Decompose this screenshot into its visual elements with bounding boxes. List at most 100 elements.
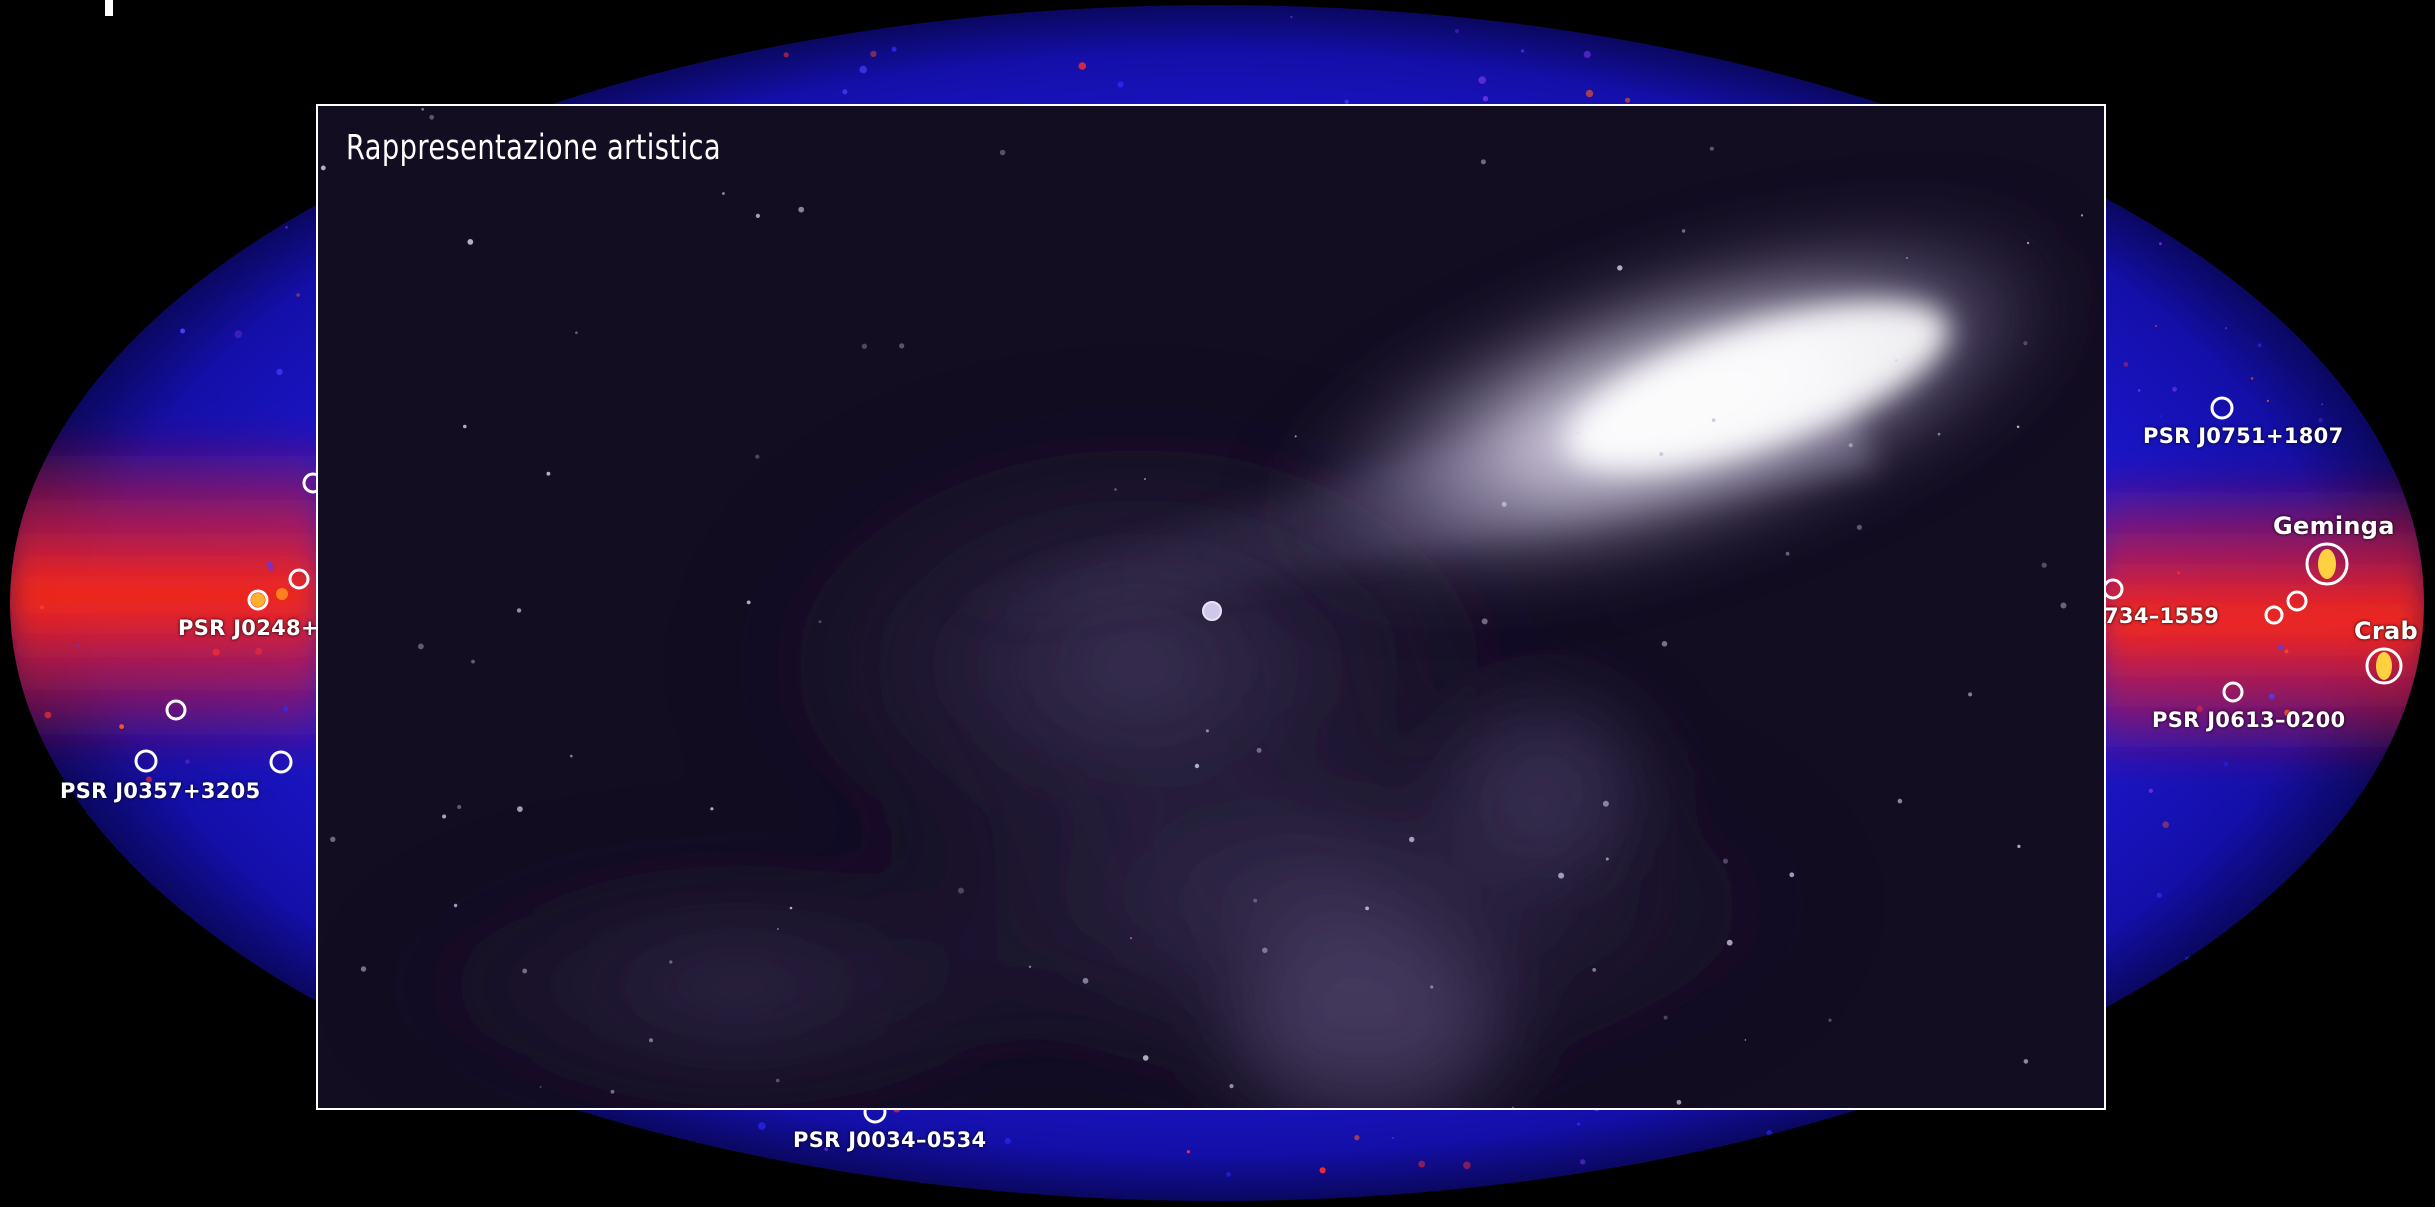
inset-star (1661, 641, 1668, 647)
inset-star (2080, 214, 2084, 217)
sky-speckle (353, 16, 359, 23)
inset-star (1681, 229, 1686, 233)
inset-star (1130, 937, 1132, 940)
inset-star (418, 643, 424, 650)
inset-star (1481, 618, 1488, 625)
inset-star (1229, 1084, 1234, 1089)
inset-star (755, 454, 760, 459)
sky-speckle (2156, 892, 2162, 898)
sky-speckle (212, 648, 220, 656)
source-marker-j0248 (247, 589, 269, 611)
inset-star (1082, 977, 1089, 984)
sky-speckle (2196, 705, 2203, 713)
inset-star (546, 471, 551, 476)
sky-speckle (276, 368, 283, 376)
inset-star (710, 807, 714, 811)
sky-speckle (2094, 36, 2103, 44)
sky-speckle (1482, 96, 1489, 102)
inset-star (575, 331, 578, 334)
sky-speckle (2181, 1004, 2186, 1009)
inset-star (899, 343, 905, 349)
sky-speckle (102, 1141, 108, 1147)
inset-star (471, 659, 475, 664)
galactic-plane-right (2090, 470, 2424, 770)
sky-speckle (2370, 897, 2378, 904)
sky-speckle (27, 1156, 31, 1160)
inset-star (1430, 985, 1434, 989)
sky-speckle (0, 556, 3, 560)
inset-star (1663, 1015, 1668, 1020)
inset-star (1709, 146, 1714, 151)
sky-speckle (1004, 1138, 1011, 1145)
sky-speckle (2306, 141, 2312, 147)
source-marker-left-b (288, 568, 310, 590)
inset-star (1676, 1099, 1682, 1105)
sky-speckle (2281, 1176, 2284, 1179)
sky-speckle (2230, 968, 2237, 974)
sky-speckle (2030, 96, 2035, 100)
inset-star (1602, 800, 1609, 807)
sky-speckle (1822, 75, 1826, 79)
inset-star (2023, 1059, 2029, 1064)
sky-speckle (1392, 1136, 1395, 1139)
inset-star (798, 206, 805, 213)
source-label-j0034: PSR J0034–0534 (793, 1128, 987, 1152)
inset-star (1142, 1055, 1149, 1061)
source-marker-j0751 (2210, 396, 2234, 420)
inset-star (1605, 857, 1609, 861)
sky-speckle (2148, 788, 2153, 793)
inset-star (1711, 418, 1716, 422)
sky-speckle (2299, 878, 2305, 884)
sky-speckle (1766, 1130, 1772, 1136)
sky-speckle (2340, 147, 2346, 153)
sky-speckle (2154, 156, 2162, 165)
inset-star (467, 239, 474, 245)
inset-star (789, 906, 793, 910)
sky-speckle (44, 711, 52, 719)
source-marker-geminga (2305, 542, 2349, 586)
inset-star (610, 1089, 615, 1094)
inset-star (818, 620, 822, 624)
sky-speckle (2239, 215, 2244, 220)
sky-speckle (138, 40, 146, 48)
inset-star (2017, 844, 2021, 849)
sky-speckle (2359, 997, 2368, 1006)
sky-speckle (234, 156, 238, 160)
sky-speckle (758, 1122, 766, 1130)
sky-speckle (2332, 1143, 2339, 1150)
inset-star (1617, 265, 1623, 271)
inset-star (442, 814, 447, 819)
corner-tick-mark (105, 0, 113, 16)
sky-speckle (2386, 766, 2392, 771)
inset-star (517, 806, 523, 812)
sky-speckle (635, 30, 641, 37)
sky-speckle (171, 131, 177, 138)
sky-speckle (2137, 389, 2141, 392)
inset-star (999, 149, 1006, 156)
source-marker-crab (2365, 647, 2403, 685)
sky-speckle (1577, 1122, 1581, 1126)
sky-speckle (60, 1167, 68, 1174)
sky-speckle (2278, 941, 2281, 944)
inset-caption: Rappresentazione artistica (346, 128, 721, 168)
sky-speckle (14, 756, 23, 765)
sky-speckle (1078, 62, 1087, 70)
sky-speckle (1418, 1160, 1426, 1168)
sky-speckle (2251, 91, 2258, 97)
sky-speckle (1702, 1149, 1709, 1156)
pulsar-point (1202, 601, 1222, 621)
inset-artwork (320, 108, 2084, 1108)
source-marker-small-a (2286, 590, 2308, 612)
inset-star (1897, 798, 1903, 804)
sky-speckle (283, 706, 289, 712)
sky-speckle (2346, 957, 2350, 960)
sky-speckle (32, 209, 38, 215)
inset-star (330, 836, 336, 842)
inset-star (522, 968, 528, 974)
source-marker-small-b (2264, 605, 2284, 625)
source-label-j0734: 734–1559 (2104, 604, 2220, 628)
sky-speckle (2172, 386, 2178, 392)
sky-speckle (1533, 5, 1539, 7)
inset-star (1785, 551, 1790, 556)
sky-speckle (2176, 571, 2181, 575)
